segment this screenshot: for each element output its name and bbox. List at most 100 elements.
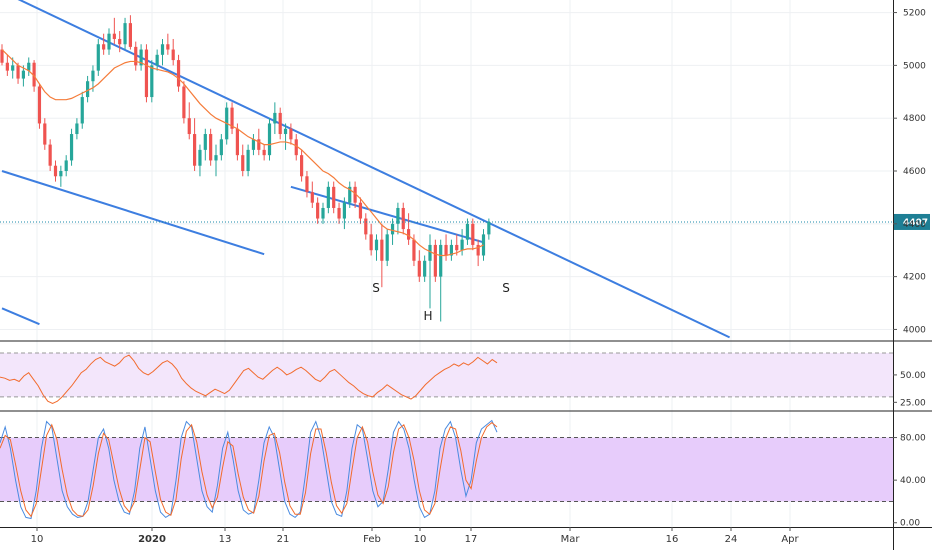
candle[interactable] xyxy=(118,31,122,53)
candle[interactable] xyxy=(160,38,165,66)
candle[interactable] xyxy=(0,44,4,66)
candle[interactable] xyxy=(53,160,58,182)
trendline-2[interactable] xyxy=(290,185,484,244)
candle[interactable] xyxy=(465,218,470,245)
candle[interactable] xyxy=(369,223,373,256)
candle[interactable] xyxy=(37,83,42,129)
candle[interactable] xyxy=(283,123,288,150)
candle[interactable] xyxy=(380,223,384,288)
candle[interactable] xyxy=(102,33,106,55)
candle[interactable] xyxy=(219,134,223,161)
candle[interactable] xyxy=(155,49,159,71)
candle[interactable] xyxy=(230,102,234,135)
candle-body xyxy=(123,23,127,45)
stoch-d-line[interactable] xyxy=(0,422,498,518)
trendline-3[interactable] xyxy=(1,307,40,326)
candle[interactable] xyxy=(310,181,314,208)
candle[interactable] xyxy=(321,202,325,224)
candle[interactable] xyxy=(182,81,186,124)
candle[interactable] xyxy=(348,181,352,208)
candle[interactable] xyxy=(144,44,149,103)
candle[interactable] xyxy=(5,54,9,76)
candle[interactable] xyxy=(128,15,132,50)
rsi-pane[interactable] xyxy=(0,352,893,404)
candle[interactable] xyxy=(289,123,293,145)
candle[interactable] xyxy=(150,60,154,103)
candle[interactable] xyxy=(487,218,491,240)
candle[interactable] xyxy=(396,202,400,235)
candle[interactable] xyxy=(294,134,298,161)
candle[interactable] xyxy=(476,239,480,267)
stochastic-pane[interactable] xyxy=(0,419,893,520)
candle[interactable] xyxy=(107,28,111,55)
candle[interactable] xyxy=(43,118,47,150)
candle[interactable] xyxy=(134,41,138,71)
candle[interactable] xyxy=(262,144,266,161)
candle[interactable] xyxy=(337,202,341,224)
candle[interactable] xyxy=(342,197,346,230)
rsi-line[interactable] xyxy=(0,354,498,404)
candle[interactable] xyxy=(471,218,475,251)
candle[interactable] xyxy=(21,65,25,87)
candle[interactable] xyxy=(69,128,74,166)
candle[interactable] xyxy=(407,213,411,245)
moving-average-line[interactable] xyxy=(1,49,484,257)
candle[interactable] xyxy=(305,171,309,198)
candle[interactable] xyxy=(171,38,175,66)
candle[interactable] xyxy=(193,118,197,171)
candle[interactable] xyxy=(460,229,464,256)
candle[interactable] xyxy=(300,149,304,182)
candle[interactable] xyxy=(267,118,272,161)
candle[interactable] xyxy=(112,17,116,45)
candle[interactable] xyxy=(86,75,90,103)
candle[interactable] xyxy=(449,239,453,261)
candle[interactable] xyxy=(214,144,218,177)
candle[interactable] xyxy=(48,139,52,171)
candle[interactable] xyxy=(166,33,170,55)
candle[interactable] xyxy=(59,165,63,187)
candle[interactable] xyxy=(123,17,127,50)
candle[interactable] xyxy=(96,38,100,76)
candle[interactable] xyxy=(241,144,245,177)
candle[interactable] xyxy=(27,57,31,76)
candle[interactable] xyxy=(364,213,368,240)
candle[interactable] xyxy=(176,54,181,92)
trendline-0[interactable] xyxy=(2,0,731,339)
candle[interactable] xyxy=(64,155,68,177)
candle[interactable] xyxy=(246,144,250,177)
candle[interactable] xyxy=(385,229,389,267)
candle[interactable] xyxy=(139,44,143,71)
candle[interactable] xyxy=(326,181,330,214)
candle[interactable] xyxy=(316,197,320,224)
candle[interactable] xyxy=(332,181,336,214)
candle[interactable] xyxy=(401,202,405,235)
candle[interactable] xyxy=(235,123,239,161)
candle[interactable] xyxy=(428,234,432,309)
candle[interactable] xyxy=(198,144,202,177)
candle[interactable] xyxy=(209,128,213,166)
candle[interactable] xyxy=(455,234,459,256)
candle[interactable] xyxy=(278,107,282,140)
candle[interactable] xyxy=(273,102,277,135)
candle[interactable] xyxy=(187,102,191,140)
candle[interactable] xyxy=(417,250,421,282)
candle[interactable] xyxy=(251,134,256,156)
price-pane[interactable]: 4407 S H S xyxy=(0,0,930,339)
candle[interactable] xyxy=(439,239,443,322)
candle[interactable] xyxy=(353,181,357,208)
candle[interactable] xyxy=(444,234,448,261)
candle[interactable] xyxy=(358,197,363,224)
candle[interactable] xyxy=(203,128,207,161)
trendline-1[interactable] xyxy=(1,170,265,256)
candle[interactable] xyxy=(374,234,379,261)
candle[interactable] xyxy=(80,91,84,129)
grid xyxy=(0,0,893,527)
candle[interactable] xyxy=(75,118,79,140)
candle[interactable] xyxy=(423,255,427,282)
candle[interactable] xyxy=(16,62,20,84)
candle[interactable] xyxy=(433,239,437,282)
candle[interactable] xyxy=(11,57,15,79)
candle[interactable] xyxy=(390,218,395,245)
